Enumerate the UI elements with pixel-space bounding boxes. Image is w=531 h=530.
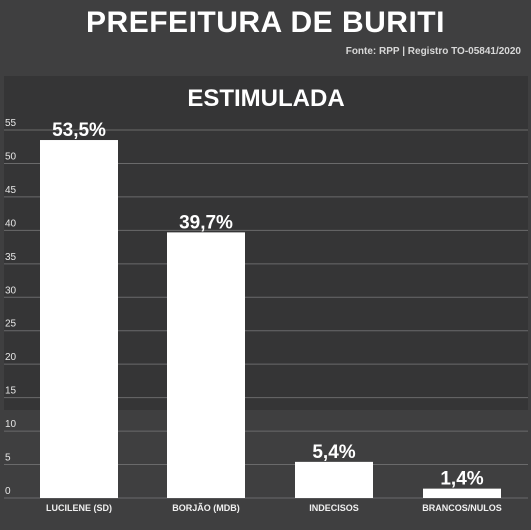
page-header: PREFEITURA DE BURITI Fonte: RPP | Regist… (0, 0, 531, 72)
x-tick-label: BORJÃO (MDB) (172, 503, 240, 513)
value-labels: 53,5% 39,7% 5,4% 1,4% (52, 120, 484, 490)
data-label: 53,5% (52, 120, 106, 141)
bar (167, 232, 245, 498)
y-tick-label: 5 (5, 453, 11, 464)
y-tick-label: 35 (5, 252, 17, 263)
y-tick-label: 25 (5, 319, 17, 330)
y-tick-label: 50 (5, 151, 17, 162)
x-tick-label: LUCILENE (SD) (46, 503, 112, 513)
y-tick-label: 10 (5, 419, 17, 430)
y-tick-label: 55 (5, 118, 17, 129)
page-title: PREFEITURA DE BURITI (86, 6, 445, 39)
source-note: Fonte: RPP | Registro TO-05841/2020 (345, 46, 521, 57)
y-tick-label: 30 (5, 285, 17, 296)
chart-title: ESTIMULADA (187, 85, 345, 112)
y-tick-label: 15 (5, 386, 17, 397)
y-tick-label: 20 (5, 352, 17, 363)
data-label: 1,4% (440, 469, 483, 490)
y-axis-ticks: 0 5 10 15 20 25 30 35 40 45 50 55 (5, 118, 17, 497)
bars (40, 140, 501, 498)
bar (295, 461, 373, 498)
x-tick-label: INDECISOS (309, 503, 359, 513)
y-tick-label: 40 (5, 218, 17, 229)
y-tick-label: 0 (5, 486, 11, 497)
y-tick-label: 45 (5, 185, 17, 196)
data-label: 5,4% (312, 442, 355, 463)
bar (423, 488, 501, 498)
x-tick-label: BRANCOS/NULOS (422, 503, 502, 513)
x-axis-labels: LUCILENE (SD) BORJÃO (MDB) INDECISOS BRANCO… (46, 503, 502, 513)
data-label: 39,7% (179, 212, 233, 233)
bar (40, 140, 118, 498)
